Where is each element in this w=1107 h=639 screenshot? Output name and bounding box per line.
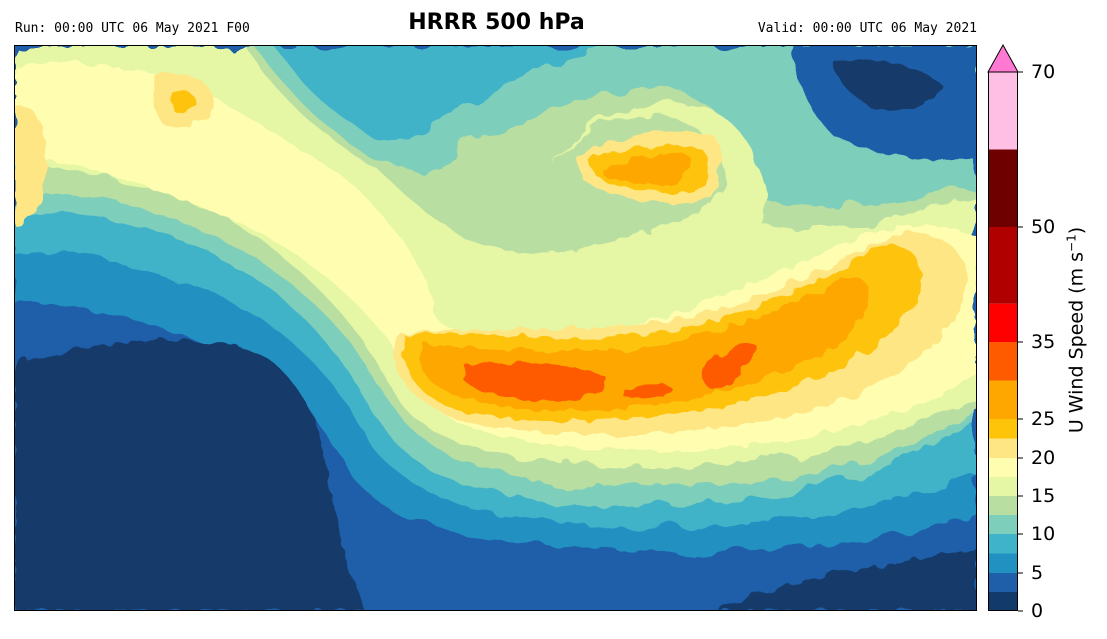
colorbar-tick-label: 15 <box>1031 485 1056 507</box>
colorbar-scale <box>987 43 1023 612</box>
colorbar <box>987 43 1023 612</box>
jet-core-north-max <box>603 153 690 184</box>
northeast-minimum-core <box>833 59 944 111</box>
colorbar-title: U Wind Speed (m s−1) <box>1064 226 1088 434</box>
west-maximum <box>15 105 46 226</box>
colorbar-tick-label: 35 <box>1031 331 1056 353</box>
colorbar-bin <box>988 380 1018 419</box>
colorbar-bin <box>988 149 1018 227</box>
run-time-label: Run: 00:00 UTC 06 May 2021 F00 <box>15 21 250 36</box>
colorbar-bin <box>988 515 1018 534</box>
southwest-minimum <box>15 341 365 610</box>
colorbar-bin <box>988 553 1018 573</box>
colorbar-bin <box>988 573 1018 592</box>
colorbar-tick-label: 5 <box>1031 562 1044 584</box>
colorbar-bin <box>988 303 1018 342</box>
colorbar-tick-label: 50 <box>1031 216 1056 238</box>
colorbar-tick-label: 0 <box>1031 600 1044 622</box>
colorbar-tick-label: 70 <box>1031 61 1056 83</box>
contour-band-25-30 <box>464 362 607 400</box>
chart-title: HRRR 500 hPa <box>408 10 585 35</box>
wind-contour-field <box>15 46 976 610</box>
colorbar-bin <box>988 496 1018 515</box>
northwest-maximum-core <box>169 88 197 114</box>
contour-band-25-30-mid <box>623 382 674 400</box>
colorbar-bin <box>988 342 1018 381</box>
colorbar-bin <box>988 438 1018 458</box>
wind-speed-map[interactable] <box>14 45 977 611</box>
colorbar-bin <box>988 534 1018 554</box>
colorbar-tick-label: 25 <box>1031 408 1056 430</box>
colorbar-bin <box>988 419 1018 439</box>
colorbar-bin <box>988 227 1018 304</box>
colorbar-extend-max <box>987 43 1019 73</box>
colorbar-bin <box>988 592 1018 611</box>
contour-band-25-30-east <box>701 341 756 390</box>
colorbar-tick-label: 20 <box>1031 447 1056 469</box>
colorbar-tick-label: 10 <box>1031 523 1056 545</box>
colorbar-border <box>988 71 1018 611</box>
southeast-minimum <box>713 549 976 610</box>
valid-time-label: Valid: 00:00 UTC 06 May 2021 <box>757 21 977 36</box>
colorbar-bin <box>988 458 1018 477</box>
colorbar-bin <box>988 72 1018 150</box>
colorbar-bin <box>988 477 1018 496</box>
